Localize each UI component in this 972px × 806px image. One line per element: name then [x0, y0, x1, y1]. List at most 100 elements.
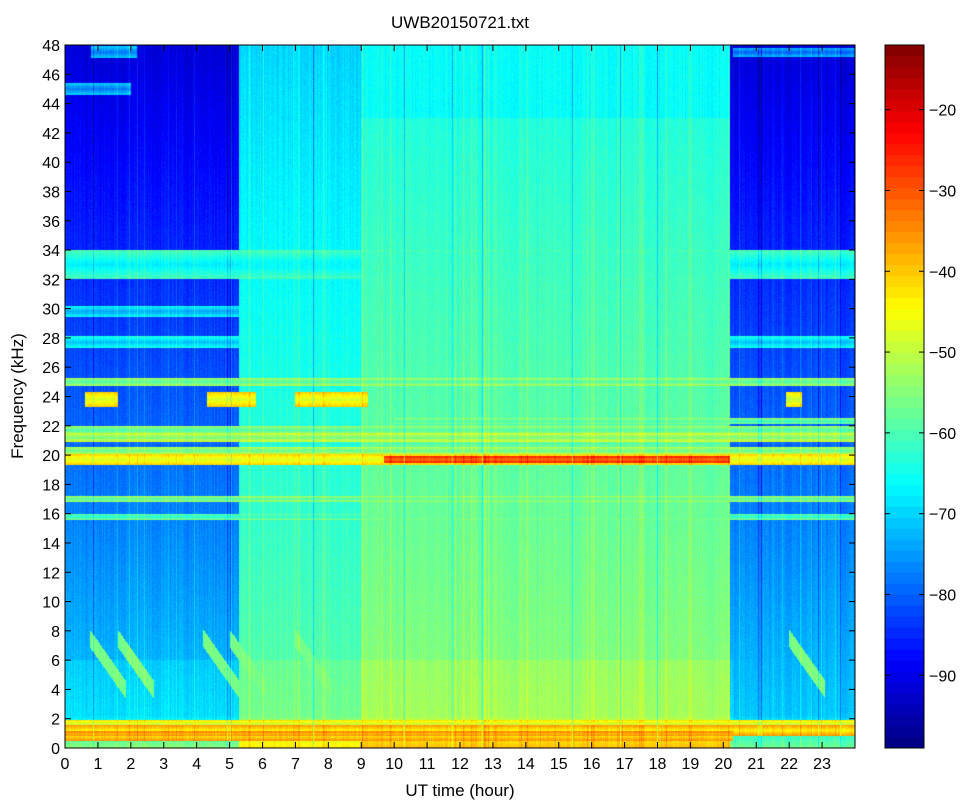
colorbar-cell	[885, 176, 924, 189]
colorbar-cell	[885, 649, 924, 661]
colorbar-cell	[885, 396, 924, 408]
x-tick-label: 4	[192, 756, 201, 773]
x-tick-label: 1	[93, 756, 102, 773]
colorbar-frame	[884, 44, 925, 749]
colorbar-cell	[885, 77, 924, 90]
colorbar-tick-label: −20	[929, 103, 956, 120]
x-tick-label: 20	[714, 756, 732, 773]
y-tick-label: 2	[51, 712, 60, 729]
colorbar-cell	[885, 517, 924, 529]
colorbar-cell	[885, 286, 924, 299]
colorbar-tick-label: −80	[929, 587, 956, 604]
colorbar-cell	[885, 726, 924, 738]
colorbar-cell	[885, 451, 924, 463]
colorbar-cell	[885, 352, 924, 365]
colorbar-cell	[885, 341, 924, 354]
colorbar-cell	[885, 121, 924, 134]
colorbar-cell	[885, 143, 924, 156]
x-tick-label: 8	[324, 756, 333, 773]
colorbar-cell	[885, 363, 924, 376]
colorbar-cell	[885, 385, 924, 397]
x-tick-label: 10	[385, 756, 403, 773]
colorbar-cell	[885, 374, 924, 387]
colorbar-cell	[885, 110, 924, 123]
y-tick-label: 44	[42, 97, 60, 114]
colorbar-tick-label: −60	[929, 426, 956, 443]
y-axis: 0246810121416182022242628303234363840424…	[42, 38, 855, 758]
colorbar-cell	[885, 88, 924, 101]
y-tick-label: 36	[42, 214, 60, 231]
y-tick-label: 14	[42, 536, 60, 553]
y-tick-label: 16	[42, 507, 60, 524]
colorbar-cell	[885, 627, 924, 639]
colorbar-cell	[885, 638, 924, 650]
y-tick-label: 38	[42, 184, 60, 201]
colorbar-cell	[885, 715, 924, 727]
x-tick-label: 15	[550, 756, 568, 773]
y-tick-label: 26	[42, 360, 60, 377]
y-tick-label: 32	[42, 272, 60, 289]
y-tick-label: 48	[42, 38, 60, 55]
colorbar-cell	[885, 473, 924, 485]
colorbar-cell	[885, 187, 924, 200]
x-tick-label: 16	[583, 756, 601, 773]
colorbar-cell	[885, 165, 924, 178]
colorbar-cell	[885, 209, 924, 222]
colorbar-cell	[885, 297, 924, 310]
colorbar-cell	[885, 704, 924, 716]
y-tick-label: 0	[51, 741, 60, 758]
colorbar-tick-label: −50	[929, 345, 956, 362]
x-tick-label: 9	[357, 756, 366, 773]
y-tick-label: 4	[51, 682, 60, 699]
colorbar-cell	[885, 253, 924, 266]
y-tick-label: 34	[42, 243, 60, 260]
y-tick-label: 40	[42, 155, 60, 172]
y-tick-label: 24	[42, 390, 60, 407]
y-axis-title: Frequency (kHz)	[8, 333, 27, 459]
colorbar-cell	[885, 330, 924, 343]
colorbar-cell	[885, 484, 924, 496]
colorbar-tick-label: −70	[929, 507, 956, 524]
colorbar-cell	[885, 220, 924, 233]
x-tick-label: 2	[126, 756, 135, 773]
y-tick-label: 42	[42, 126, 60, 143]
x-axis-title: UT time (hour)	[405, 781, 514, 800]
colorbar-tick-label: −90	[929, 668, 956, 685]
colorbar-cell	[885, 55, 924, 68]
y-tick-label: 18	[42, 477, 60, 494]
colorbar-cell	[885, 242, 924, 255]
colorbar-cell	[885, 99, 924, 112]
chart-title: UWB20150721.txt	[391, 13, 529, 32]
y-tick-label: 20	[42, 448, 60, 465]
colorbar-cell	[885, 418, 924, 430]
x-axis: 0 1 2 3 4 5 6 7 8 9 10 11 12 13 14 15 16 17 18 19 20 21 22 23	[61, 45, 831, 773]
x-tick-label: 11	[419, 756, 436, 773]
colorbar-cell	[885, 583, 924, 595]
colorbar-cell	[885, 462, 924, 474]
y-tick-label: 8	[51, 624, 60, 641]
colorbar-cell	[885, 539, 924, 551]
x-tick-label: 19	[682, 756, 700, 773]
spectrogram-image	[65, 45, 855, 748]
colorbar-cell	[885, 319, 924, 332]
x-tick-label: 12	[451, 756, 469, 773]
y-tick-label: 10	[42, 595, 60, 612]
x-tick-label: 23	[813, 756, 831, 773]
colorbar-cell	[885, 693, 924, 705]
y-tick-label: 30	[42, 302, 60, 319]
x-tick-label: 18	[649, 756, 667, 773]
x-tick-label: 3	[159, 756, 168, 773]
colorbar-cell	[885, 506, 924, 518]
x-tick-label: 14	[517, 756, 535, 773]
colorbar-cell	[885, 264, 924, 277]
colorbar-cell	[885, 594, 924, 606]
x-tick-label: 0	[61, 756, 70, 773]
colorbar-cell	[885, 572, 924, 584]
colorbar: −90 −80 −70 −60 −50 −40 −30 −20	[884, 44, 956, 749]
y-tick-label: 46	[42, 67, 60, 84]
colorbar-cell	[885, 440, 924, 452]
colorbar-cell	[885, 45, 924, 57]
y-tick-label: 6	[51, 653, 60, 670]
y-tick-label: 28	[42, 331, 60, 348]
